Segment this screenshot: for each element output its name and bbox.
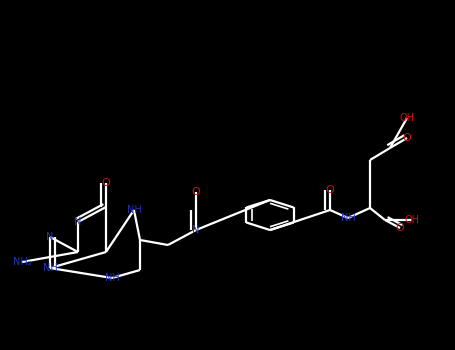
Text: NH₂: NH₂	[13, 257, 31, 267]
Text: OH: OH	[399, 113, 415, 123]
Text: O: O	[403, 133, 411, 143]
Text: N: N	[192, 225, 200, 235]
Text: N: N	[74, 217, 82, 227]
Text: NH: NH	[105, 273, 119, 283]
Text: NH: NH	[341, 213, 355, 223]
Text: NH: NH	[126, 205, 142, 215]
Text: O: O	[326, 185, 334, 195]
Text: OH: OH	[404, 215, 420, 225]
Text: O: O	[192, 187, 200, 197]
Text: N: N	[46, 232, 54, 242]
Text: O: O	[396, 223, 404, 233]
Text: NH: NH	[43, 263, 57, 273]
Text: O: O	[101, 178, 111, 188]
